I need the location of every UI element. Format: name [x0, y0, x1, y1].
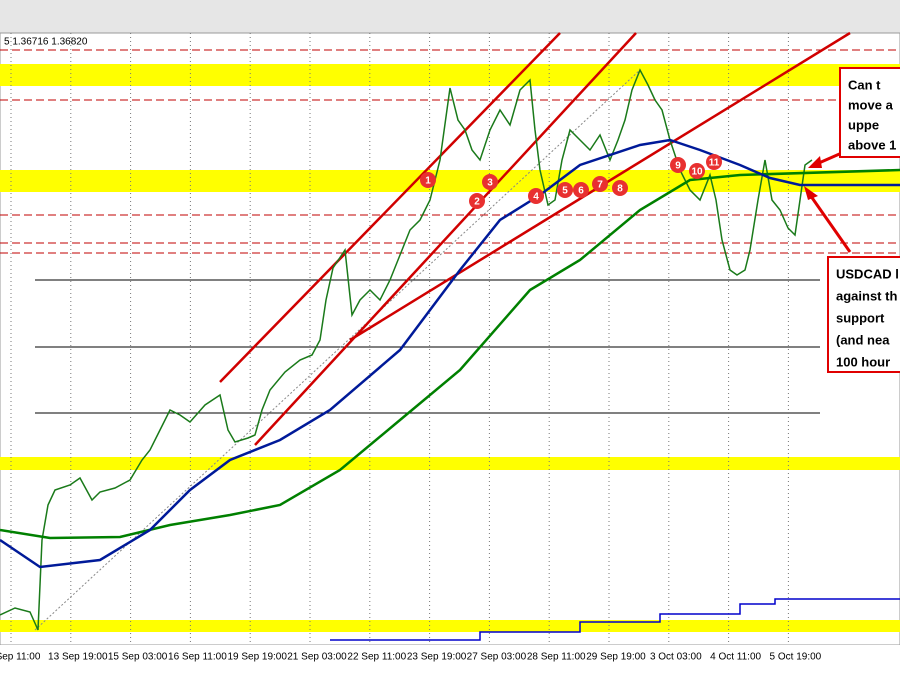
x-tick-label: 16 Sep 11:00 — [168, 652, 227, 663]
band — [0, 620, 900, 632]
black-levels — [35, 279, 820, 414]
arrowhead — [808, 156, 822, 168]
marker-label: 9 — [675, 161, 681, 172]
marker-label: 5 — [562, 186, 568, 197]
marker-circle — [557, 182, 573, 198]
x-tick-label: 15 Sep 03:00 — [108, 652, 168, 663]
band — [0, 457, 900, 470]
ma-100-hour — [0, 138, 900, 569]
marker-label: 7 — [597, 180, 603, 191]
yellow-bands — [0, 64, 900, 632]
markers: 1 23 4 5 6 7 8 9 10 11 — [420, 154, 722, 209]
band — [0, 170, 900, 192]
x-tick-label: 27 Sep 03:00 — [467, 652, 527, 663]
annotations: Can t move a uppe above 1 USDCAD l against th… — [827, 67, 900, 373]
x-tick-label: 19 Sep 19:00 — [227, 652, 287, 663]
marker-label: 6 — [578, 186, 584, 197]
marker-circle — [706, 154, 722, 170]
marker-circle — [482, 174, 498, 190]
marker-label: 11 — [709, 158, 720, 169]
x-axis: Sep 11:00 13 Sep 19:00 15 Sep 03:00 16 Sep … — [0, 652, 822, 663]
annotation-line: uppe — [848, 117, 879, 132]
x-tick-label: 13 Sep 19:00 — [48, 652, 108, 663]
annotation-line: 100 hour — [836, 354, 890, 369]
marker-circle — [528, 188, 544, 204]
marker-label: 10 — [691, 167, 703, 178]
plot-area — [0, 32, 900, 646]
marker-label: 1 — [425, 176, 431, 187]
marker-circle — [689, 163, 705, 179]
marker-circle — [612, 180, 628, 196]
marker-label: 4 — [533, 192, 539, 203]
marker-label: 2 — [474, 197, 480, 208]
annotation-box — [839, 67, 900, 158]
marker-circle — [670, 157, 686, 173]
x-tick-label: 21 Sep 03:00 — [287, 652, 347, 663]
arrow — [806, 191, 852, 253]
annotation-line: above 1 — [848, 137, 896, 152]
band — [0, 64, 900, 86]
marker-circle — [573, 182, 589, 198]
arrowhead — [804, 186, 818, 200]
annotation-line: Can t — [848, 77, 881, 92]
annotation-line: move a — [848, 97, 894, 112]
marker-circle — [469, 193, 485, 209]
price — [0, 68, 813, 631]
x-tick-label: 3 Oct 03:00 — [650, 652, 702, 663]
x-tick-label: 22 Sep 11:00 — [347, 652, 406, 663]
window-bar — [0, 0, 900, 33]
trend-line — [254, 32, 637, 446]
x-tick-label: 4 Oct 11:00 — [710, 652, 761, 663]
diagonal — [34, 69, 641, 631]
trend-line — [219, 32, 561, 383]
annotation-line: USDCAD l — [836, 266, 899, 281]
x-tick-label: Sep 11:00 — [0, 652, 41, 663]
ma-200-hour — [0, 168, 900, 540]
x-axis-area — [0, 645, 900, 675]
indicator — [330, 598, 900, 641]
annotation-line: support — [836, 310, 885, 325]
annotation-line: (and nea — [836, 332, 890, 347]
marker-label: 8 — [617, 184, 623, 195]
annotation-box — [827, 256, 900, 373]
annotation-line: against th — [836, 288, 897, 303]
marker-circle — [420, 172, 436, 188]
marker-label: 3 — [487, 178, 493, 189]
x-tick-label: 28 Sep 11:00 — [527, 652, 586, 663]
marker-circle — [592, 176, 608, 192]
header: 5 1.36716 1.36820 — [4, 37, 88, 48]
x-tick-label: 29 Sep 19:00 — [586, 652, 646, 663]
x-tick-label: 23 Sep 19:00 — [407, 652, 467, 663]
x-tick-label: 5 Oct 19:00 — [770, 652, 822, 663]
